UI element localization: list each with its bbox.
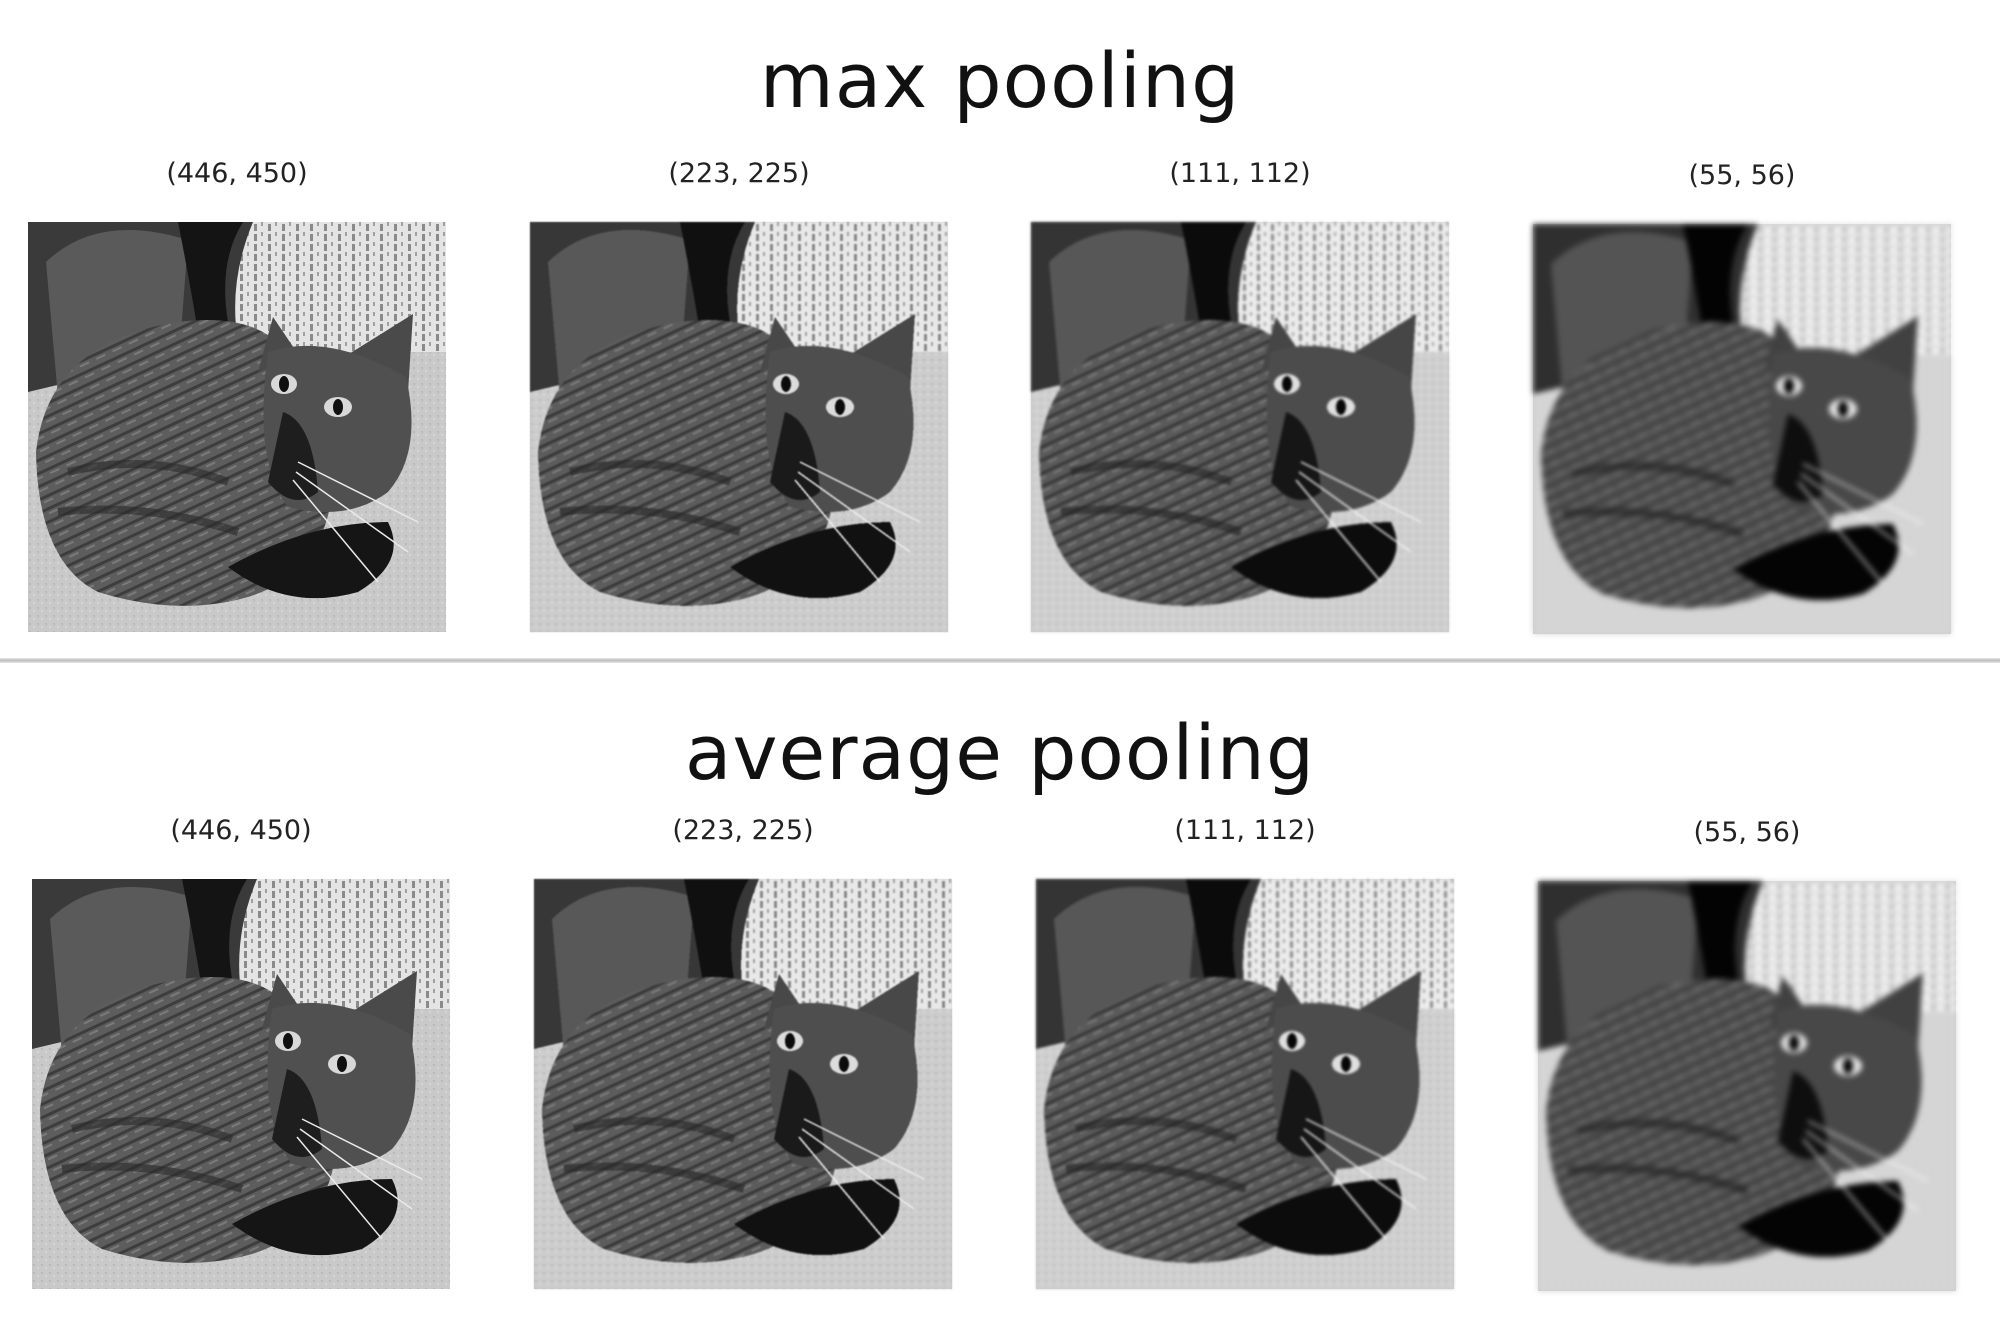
cat-image-446x450 xyxy=(32,879,450,1289)
panel-size-caption: (111, 112) xyxy=(1036,815,1454,846)
cat-image-223x225 xyxy=(530,222,948,632)
panel-size-caption: (446, 450) xyxy=(28,158,446,189)
average-pooling-title: average pooling xyxy=(0,708,2000,797)
panel-size-caption: (111, 112) xyxy=(1031,158,1449,189)
panel-size-caption: (223, 225) xyxy=(530,158,948,189)
section-divider xyxy=(0,658,2000,663)
cat-image-55x56 xyxy=(1533,224,1951,634)
cat-image-223x225 xyxy=(534,879,952,1289)
panel-size-caption: (223, 225) xyxy=(534,815,952,846)
panel-size-caption: (55, 56) xyxy=(1538,817,1956,848)
panel-size-caption: (55, 56) xyxy=(1533,160,1951,191)
panel-size-caption: (446, 450) xyxy=(32,815,450,846)
max-pooling-title: max pooling xyxy=(0,36,2000,125)
cat-image-446x450 xyxy=(28,222,446,632)
cat-image-111x112 xyxy=(1031,222,1449,632)
max-pooling-section: max pooling (446, 450) (223, 225) (111, … xyxy=(0,0,2000,655)
cat-image-111x112 xyxy=(1036,879,1454,1289)
cat-image-55x56 xyxy=(1538,881,1956,1291)
average-pooling-section: average pooling (446, 450) (223, 225) (1… xyxy=(0,668,2000,1320)
